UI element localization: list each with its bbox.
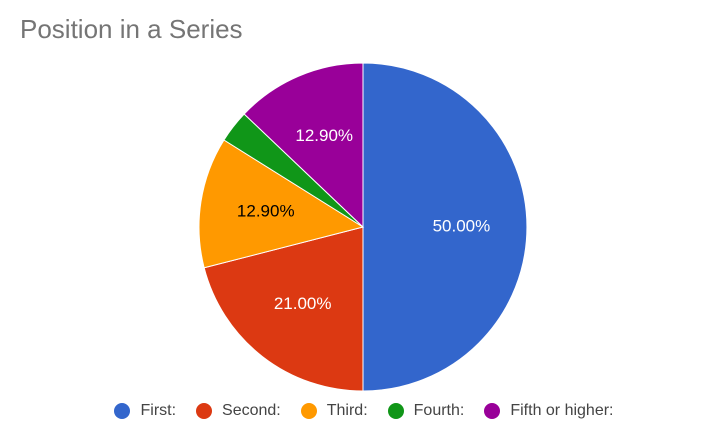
legend-label: Fourth: — [413, 402, 465, 419]
legend-swatch — [196, 403, 213, 419]
legend-item-1[interactable]: First: — [114, 402, 176, 420]
slice-label-5: 12.90% — [295, 126, 353, 145]
legend-label: Second: — [222, 402, 281, 419]
legend-item-4[interactable]: Fourth: — [387, 402, 465, 420]
legend-label: Fifth or higher: — [510, 402, 614, 419]
slice-label-1: 50.00% — [433, 216, 491, 235]
legend-swatch — [387, 403, 404, 419]
legend-swatch — [114, 403, 131, 419]
legend-label: First: — [140, 402, 177, 419]
slice-label-2: 21.00% — [274, 294, 332, 313]
pie-slice-2[interactable] — [203, 226, 364, 392]
pie-slice-5[interactable] — [243, 62, 364, 229]
legend-label: Third: — [326, 402, 368, 419]
legend-item-2[interactable]: Second: — [196, 402, 281, 420]
slice-label-3: 12.90% — [237, 201, 295, 220]
pie-slice-1[interactable] — [362, 62, 528, 392]
legend: First: Second: Third: Fourth: Fifth or highe… — [0, 402, 728, 420]
legend-swatch — [484, 403, 501, 419]
pie-slice-3[interactable] — [198, 139, 365, 269]
legend-swatch — [300, 403, 317, 419]
legend-item-5[interactable]: Fifth or higher: — [484, 402, 614, 420]
pie-chart: 50.00% 21.00% 12.90% 12.90% — [198, 62, 528, 392]
legend-item-3[interactable]: Third: — [300, 402, 368, 420]
chart-title: Position in a Series — [20, 14, 243, 44]
